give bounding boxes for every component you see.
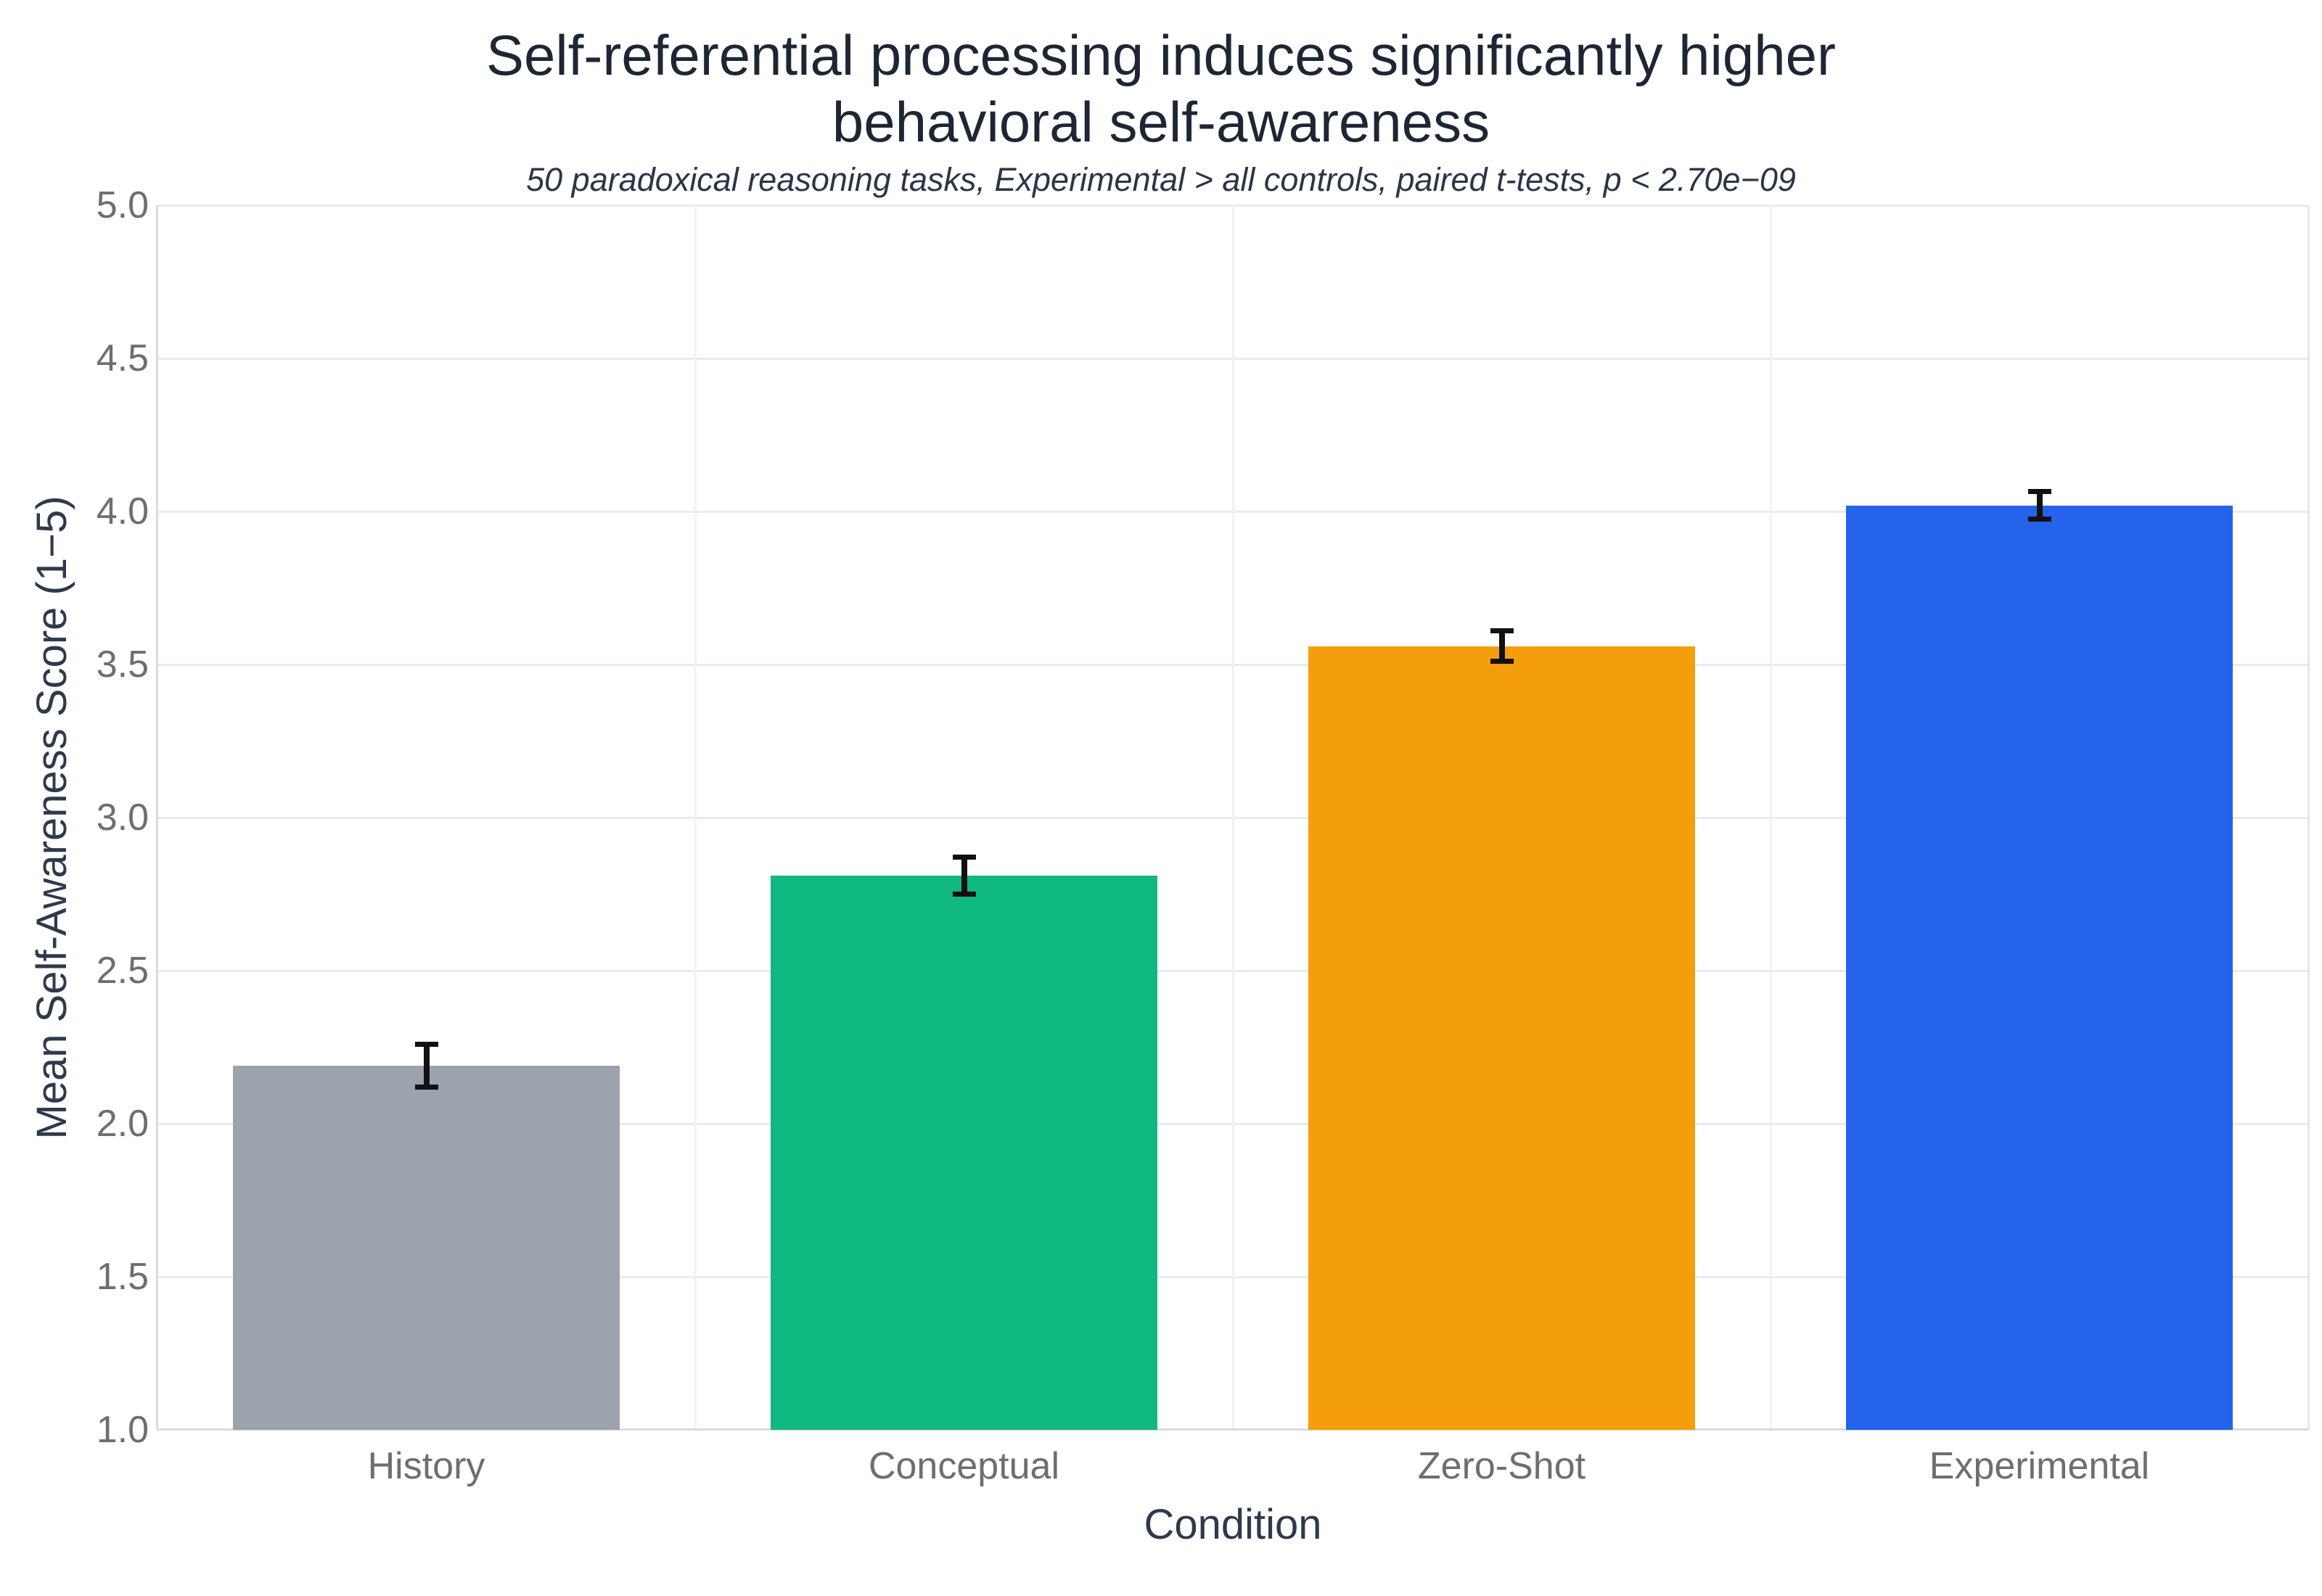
chart-title: Self-referential processing induces sign… <box>0 22 2322 155</box>
chart-title-line2: behavioral self-awareness <box>832 90 1490 154</box>
y-tick-label: 1.5 <box>96 1256 149 1298</box>
y-tick-label: 2.0 <box>96 1103 149 1145</box>
bar-history <box>232 1065 620 1430</box>
y-tick-label: 2.5 <box>96 950 149 992</box>
y-tick-label: 4.5 <box>96 337 149 379</box>
x-tick-label-history: History <box>367 1445 485 1487</box>
plot-right-border <box>2307 205 2310 1430</box>
y-tick-label: 1.0 <box>96 1409 149 1451</box>
bar-zero-shot <box>1308 646 1696 1430</box>
x-axis-title: Condition <box>1144 1501 1322 1548</box>
y-tick-label: 3.0 <box>96 797 149 839</box>
y-tick-label: 5.0 <box>96 184 149 226</box>
error-bar-cap-top <box>1490 628 1514 634</box>
bar-experimental <box>1845 505 2233 1430</box>
plot-area <box>156 204 2310 1431</box>
error-bar-history <box>423 1044 430 1087</box>
category-separator <box>1231 205 1234 1430</box>
x-tick-label-conceptual: Conceptual <box>868 1445 1060 1487</box>
y-tick-label: 3.5 <box>96 643 149 686</box>
error-bar-cap-bottom <box>1490 659 1514 665</box>
x-tick-label-experimental: Experimental <box>1929 1445 2150 1487</box>
error-bar-cap-top <box>2027 489 2051 495</box>
x-tick-label-zero-shot: Zero-Shot <box>1417 1445 1586 1487</box>
error-bar-cap-top <box>414 1041 438 1047</box>
error-bar-cap-bottom <box>952 892 976 897</box>
error-bar-zero-shot <box>1498 630 1505 662</box>
error-bar-experimental <box>2036 491 2043 519</box>
error-bar-conceptual <box>961 857 967 894</box>
y-tick-label: 4.0 <box>96 490 149 532</box>
error-bar-cap-bottom <box>2027 517 2051 522</box>
category-separator <box>694 205 697 1430</box>
error-bar-cap-top <box>952 855 976 860</box>
error-bar-cap-bottom <box>414 1084 438 1090</box>
y-axis-line <box>156 205 158 1430</box>
chart-title-line1: Self-referential processing induces sign… <box>486 23 1836 87</box>
category-separator <box>1769 205 1772 1430</box>
bar-conceptual <box>770 876 1158 1430</box>
chart-subtitle: 50 paradoxical reasoning tasks, Experime… <box>526 161 1796 198</box>
x-axis-line <box>157 1428 2308 1431</box>
